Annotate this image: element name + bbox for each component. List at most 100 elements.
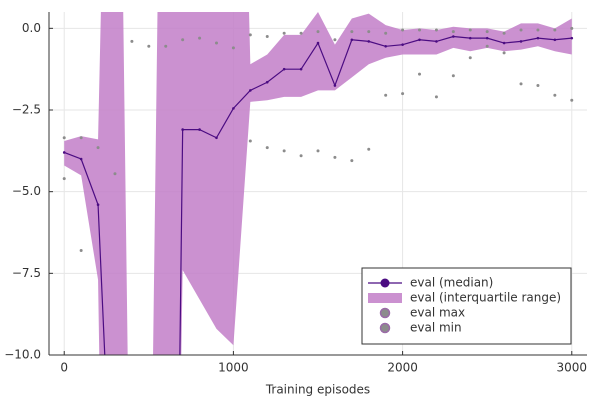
point [570,26,574,30]
point [282,31,286,35]
median-point [215,136,218,140]
point [502,51,506,55]
median-point [553,38,557,42]
median-point [468,36,472,40]
point [536,28,540,32]
point [299,154,303,158]
point [451,30,455,34]
median-point [519,40,523,43]
point [451,74,455,78]
point [164,44,168,48]
point [299,31,303,35]
median-point [350,38,354,42]
plot-area [62,12,574,355]
point [96,146,100,150]
point [485,44,489,48]
point [181,38,185,42]
point [401,28,405,32]
median-point [401,43,404,46]
point [316,30,320,34]
x-tick-label: 3000 [557,361,588,375]
legend-swatch [380,278,390,288]
y-tick-label: 0.0 [22,21,41,35]
median-line [64,35,572,355]
point [147,44,151,48]
point [418,28,422,32]
median-point [79,157,83,161]
legend-swatch [379,307,391,319]
median-point [384,45,387,48]
median-point [485,36,489,40]
point [265,146,269,150]
point [130,39,134,43]
median-point [265,80,269,84]
point [519,82,523,86]
point [418,72,422,76]
median-point [536,36,540,40]
x-tick-label: 0 [60,361,68,375]
point [231,46,235,50]
median-point [62,151,66,154]
y-tick-label: −7.5 [12,266,41,280]
legend-label: eval min [410,321,462,335]
median-point [367,40,371,43]
legend-swatch [379,322,391,334]
point [519,28,523,32]
median-point [96,203,100,207]
iqr-band [64,12,572,355]
point [367,147,371,151]
x-axis-label: Training episodes [265,383,370,397]
point [536,84,540,87]
legend-label: eval (median) [410,276,493,290]
median-point [333,84,337,87]
point [214,41,218,45]
point [434,95,438,99]
median-point [299,67,303,71]
x-tick-label: 2000 [387,361,418,375]
median-point [418,38,421,42]
point [553,93,557,97]
median-point [316,41,320,45]
legend-label: eval (interquartile range) [410,291,561,305]
y-tick-label: −10.0 [4,348,41,362]
point [248,139,252,143]
median-point [181,128,184,131]
point [350,159,354,163]
median-point [570,36,574,40]
point [553,28,557,32]
point [198,36,202,40]
median-point [502,41,506,45]
point [570,98,574,102]
point [79,248,83,252]
median-point [452,35,455,38]
median-point [282,67,286,71]
point [333,38,337,42]
point [62,136,66,140]
point [79,136,83,140]
point [468,56,472,60]
point [434,28,438,32]
point [468,28,472,32]
point [282,149,286,153]
legend-label: eval max [410,306,465,320]
point [401,92,405,96]
point [502,31,506,35]
point [113,172,117,176]
x-tick-label: 1000 [218,361,249,375]
median-point [198,128,201,131]
point [248,33,252,37]
median-point [249,89,252,92]
legend: eval (median)eval (interquartile range)e… [361,267,572,345]
point [62,177,66,181]
legend-swatch [368,293,402,303]
y-tick-label: −5.0 [12,184,41,198]
y-tick-label: −2.5 [12,103,41,117]
point [316,149,320,153]
point [384,31,388,35]
point [485,30,489,34]
point [384,93,388,97]
point [333,155,337,159]
point [265,35,269,38]
legend-box [361,267,572,345]
